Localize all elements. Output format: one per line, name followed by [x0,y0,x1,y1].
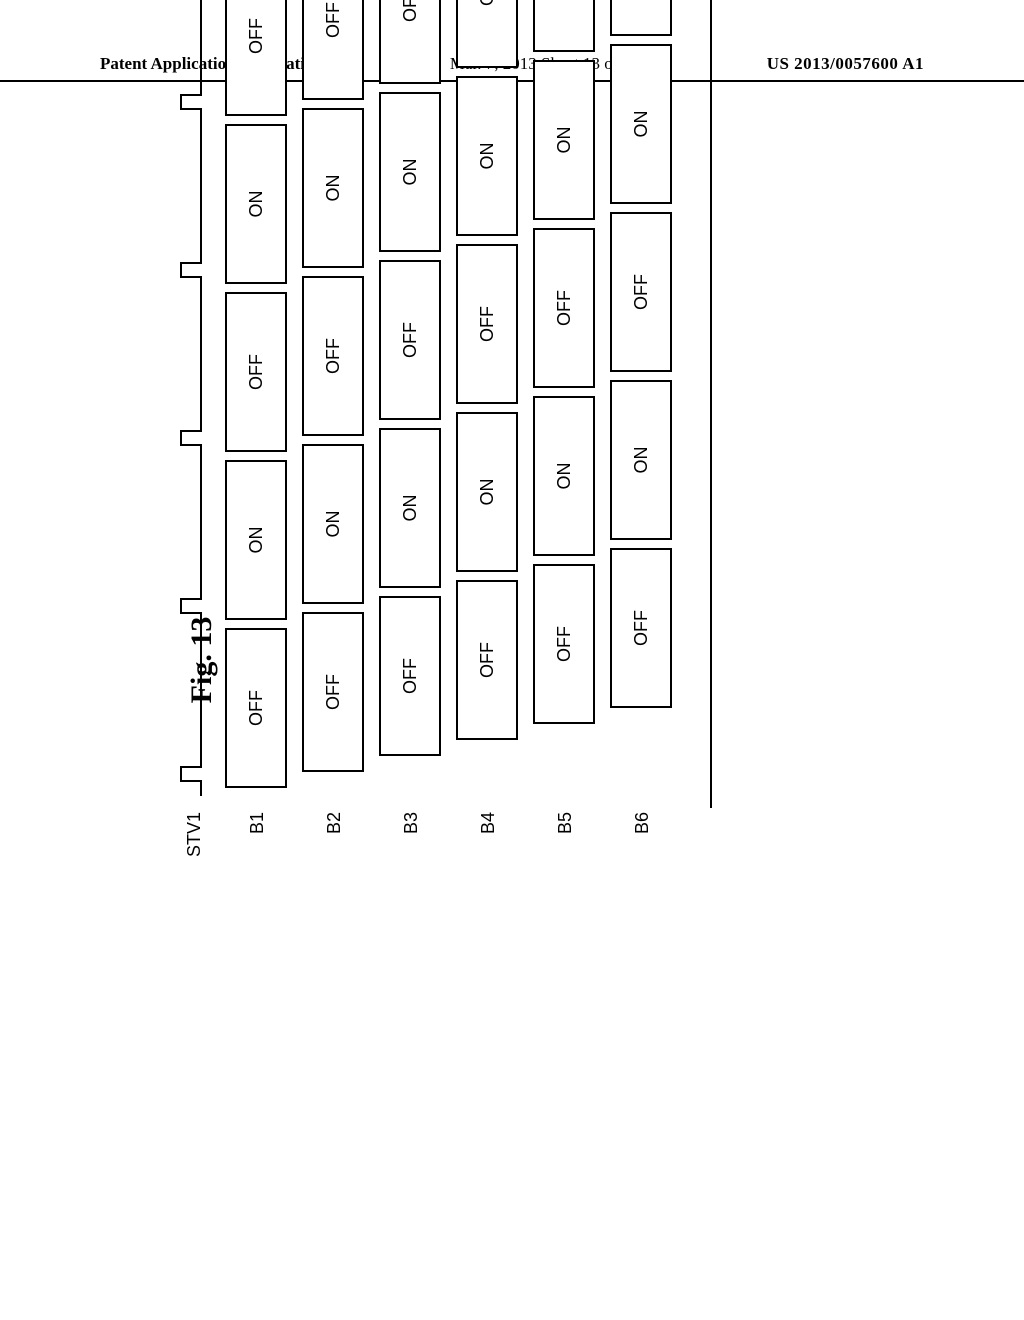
segment-on: ON [379,92,441,252]
segment-on: ON [456,76,518,236]
page: Patent Application Publication Mar. 7, 2… [0,0,1024,1320]
stv-pulse [180,94,202,110]
segment-on: ON [610,380,672,540]
stv-baseline [200,110,202,262]
stv-pulse [180,766,202,782]
segment-off: OFF [379,596,441,756]
segment-off: OFF [533,0,595,52]
row-label: B1 [247,812,268,860]
segment-off: OFF [610,548,672,708]
segment-off: OFF [302,276,364,436]
segment-off: OFF [379,0,441,84]
row-label: B6 [632,812,653,860]
segment-on: ON [302,444,364,604]
stv-pulse [180,262,202,278]
row-label: B2 [324,812,345,860]
stv-pulse [180,598,202,614]
segment-on: ON [302,108,364,268]
segment-on: ON [225,124,287,284]
segment-off: OFF [379,260,441,420]
stv-baseline [200,278,202,430]
segment-off: OFF [456,244,518,404]
segment-on: ON [379,428,441,588]
stv-baseline [200,782,202,796]
segment-on: ON [533,396,595,556]
segment-off: OFF [225,628,287,788]
segment-off: OFF [610,0,672,36]
stv-track [178,0,202,796]
segment-off: OFF [302,612,364,772]
segment-on: ON [533,60,595,220]
stv-baseline [200,0,202,94]
row-label: B3 [401,812,422,860]
segment-on: ON [610,44,672,204]
segment-on: ON [225,460,287,620]
segment-off: OFF [456,580,518,740]
timing-diagram: STV1B1OFFONOFFONOFFONB2OFFONOFFONOFFONB3… [170,190,1024,868]
stv-label: STV1 [184,812,205,860]
stv-pulse [180,430,202,446]
row-label: B4 [478,812,499,860]
segment-off: OFF [302,0,364,100]
header-left: Patent Application Publication [100,54,323,74]
stv-baseline [200,614,202,766]
segment-off: OFF [610,212,672,372]
segment-off: OFF [456,0,518,68]
timing-diagram-rotated: STV1B1OFFONOFFONOFFONB2OFFONOFFONOFFONB3… [170,190,1024,868]
stv-baseline [200,446,202,598]
segment-off: OFF [533,228,595,388]
segment-off: OFF [225,0,287,116]
header-right: US 2013/0057600 A1 [767,54,924,74]
segment-off: OFF [225,292,287,452]
segment-on: ON [456,412,518,572]
time-axis [710,0,712,808]
row-label: B5 [555,812,576,860]
segment-off: OFF [533,564,595,724]
